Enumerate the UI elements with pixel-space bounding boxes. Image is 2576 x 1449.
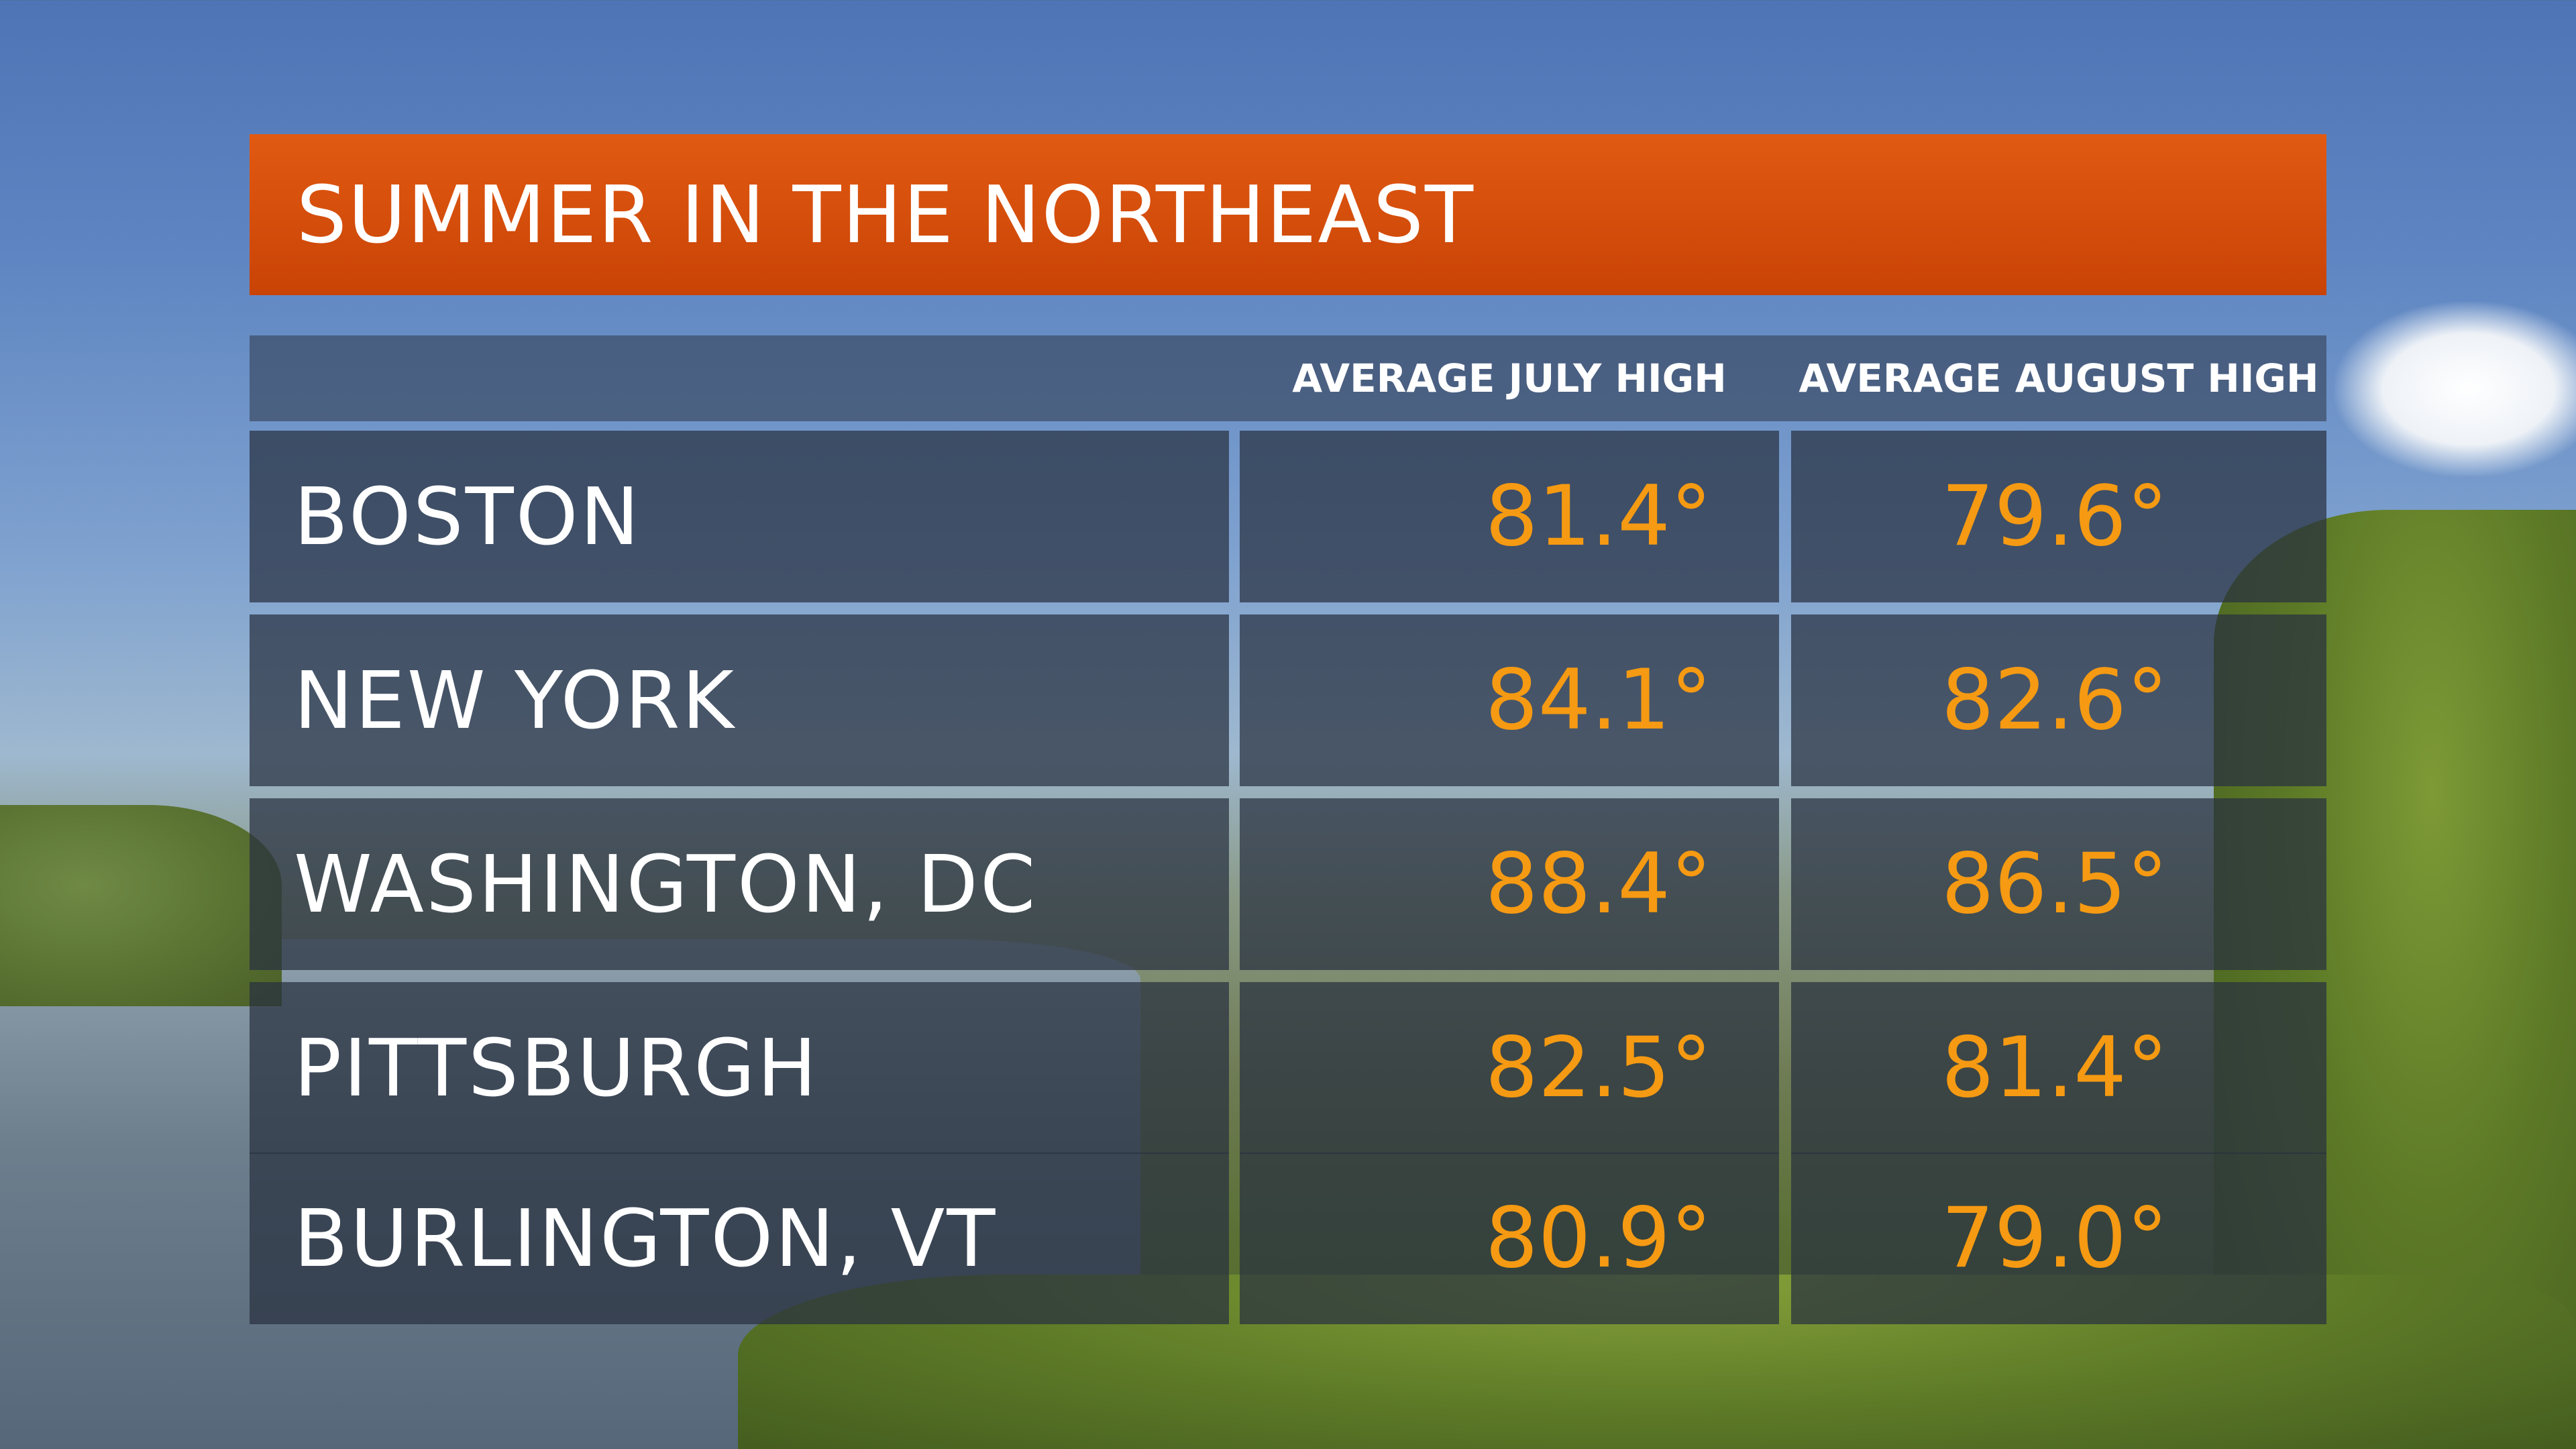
july-value: 84.1° [1485, 652, 1712, 749]
city-label: BOSTON [294, 470, 641, 563]
city-label: PITTSBURGH [294, 1022, 819, 1114]
column-header-july: AVERAGE JULY HIGH [1292, 356, 1727, 401]
table-row: PITTSBURGH 82.5° 81.4° [250, 982, 2326, 1154]
city-cell: PITTSBURGH [250, 982, 1229, 1154]
july-cell: 82.5° [1240, 982, 1779, 1154]
background-cloud [2334, 302, 2576, 476]
august-value: 86.5° [1941, 836, 2168, 932]
july-value: 88.4° [1485, 836, 1712, 932]
august-cell: 79.6° [1791, 431, 2326, 602]
july-value: 80.9° [1485, 1190, 1712, 1287]
table-row: BURLINGTON, VT 80.9° 79.0° [250, 1152, 2326, 1324]
august-cell: 86.5° [1791, 798, 2326, 970]
column-header-august: AVERAGE AUGUST HIGH [1799, 356, 2319, 401]
july-cell: 80.9° [1240, 1152, 1779, 1324]
august-cell: 81.4° [1791, 982, 2326, 1154]
background-hill [0, 805, 282, 1006]
july-value: 81.4° [1485, 468, 1712, 565]
city-label: BURLINGTON, VT [294, 1192, 998, 1285]
city-cell: BOSTON [250, 431, 1229, 602]
table-row: BOSTON 81.4° 79.6° [250, 431, 2326, 602]
july-cell: 88.4° [1240, 798, 1779, 970]
august-cell: 82.6° [1791, 614, 2326, 786]
august-value: 79.0° [1941, 1190, 2168, 1287]
chart-title: SUMMER IN THE NORTHEAST [297, 168, 1475, 261]
city-cell: WASHINGTON, DC [250, 798, 1229, 970]
august-cell: 79.0° [1791, 1152, 2326, 1324]
city-label: NEW YORK [294, 654, 736, 747]
city-cell: BURLINGTON, VT [250, 1152, 1229, 1324]
title-bar: SUMMER IN THE NORTHEAST [250, 134, 2326, 295]
city-label: WASHINGTON, DC [294, 838, 1038, 930]
august-value: 81.4° [1941, 1020, 2168, 1116]
city-cell: NEW YORK [250, 614, 1229, 786]
july-value: 82.5° [1485, 1020, 1712, 1116]
july-cell: 84.1° [1240, 614, 1779, 786]
table-header [250, 335, 2326, 421]
table-row: NEW YORK 84.1° 82.6° [250, 614, 2326, 786]
july-cell: 81.4° [1240, 431, 1779, 602]
august-value: 79.6° [1941, 468, 2168, 565]
august-value: 82.6° [1941, 652, 2168, 749]
temperature-table: AVERAGE JULY HIGH AVERAGE AUGUST HIGH BO… [250, 335, 2326, 1324]
table-row: WASHINGTON, DC 88.4° 86.5° [250, 798, 2326, 970]
